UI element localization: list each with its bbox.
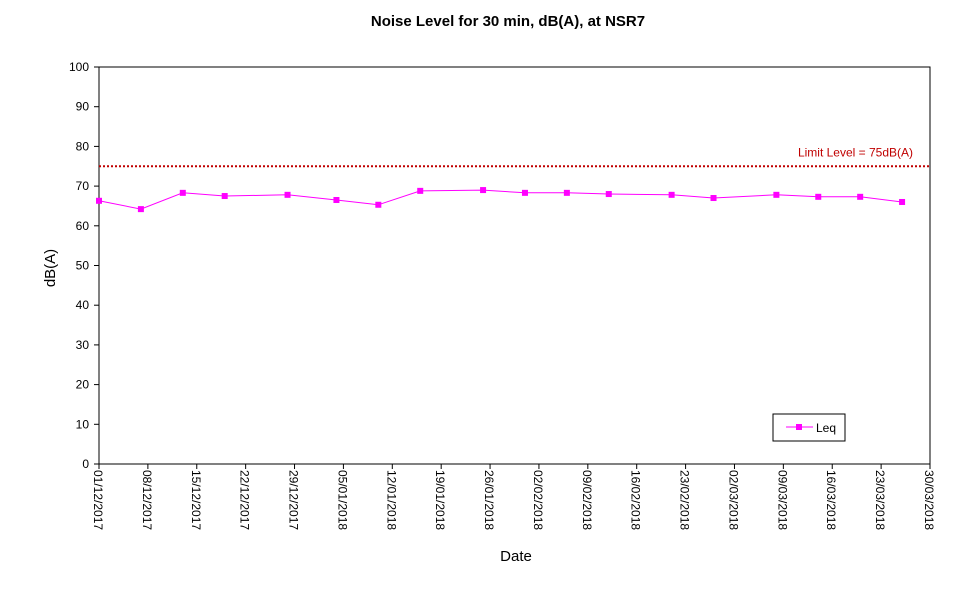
y-axis: 0 10 20 30 40 50 60 70 80 90 100 [69,60,99,471]
x-tick-label: 26/01/2018 [482,470,496,530]
data-point-leq [375,201,382,208]
series-group [96,187,906,213]
data-point-leq [417,187,424,194]
x-tick-label: 30/03/2018 [922,470,936,530]
data-point-leq [137,206,144,213]
x-tick-label: 08/12/2017 [140,470,154,530]
x-tick-label: 12/01/2018 [384,470,398,530]
legend-marker [796,424,802,430]
x-axis: 01/12/2017 08/12/2017 15/12/2017 22/12/2017… [91,464,936,530]
data-point-leq [284,191,291,198]
x-tick-label: 02/03/2018 [726,470,740,530]
data-point-leq [710,195,717,202]
data-point-leq [480,187,487,194]
data-point-leq [333,196,340,203]
x-tick-label: 16/03/2018 [824,470,838,530]
plot-area [98,66,931,465]
data-point-leq [563,189,570,196]
y-tick-label: 50 [76,259,90,273]
y-axis-label: dB(A) [42,249,59,287]
chart-title: Noise Level for 30 min, dB(A), at NSR7 [371,13,645,30]
x-axis-label: Date [500,548,532,565]
y-tick-label: 30 [76,338,90,352]
x-tick-label: 09/02/2018 [580,470,594,530]
data-point-leq [899,198,906,205]
series-line-leq [98,189,903,210]
legend: Leq [772,413,846,442]
x-tick-label: 19/01/2018 [433,470,447,530]
data-point-leq [773,191,780,198]
x-tick-label: 16/02/2018 [629,470,643,530]
x-tick-label: 02/02/2018 [531,470,545,530]
x-tick-label: 22/12/2017 [238,470,252,530]
data-point-leq [96,197,102,204]
x-tick-label: 01/12/2017 [91,470,105,530]
x-tick-label: 15/12/2017 [189,470,203,530]
legend-label: Leq [816,421,836,435]
data-point-leq [179,189,186,196]
x-tick-label: 23/02/2018 [678,470,692,530]
y-tick-label: 10 [76,417,90,431]
y-tick-label: 90 [76,100,90,114]
data-point-leq [605,191,612,198]
y-tick-label: 70 [76,179,90,193]
x-tick-label: 09/03/2018 [775,470,789,530]
x-tick-label: 29/12/2017 [287,470,301,530]
limit-label: Limit Level = 75dB(A) [798,145,913,159]
limit-line-group: Limit Level = 75dB(A) [99,145,930,168]
x-tick-label: 23/03/2018 [873,470,887,530]
x-tick-label: 05/01/2018 [335,470,349,530]
y-tick-label: 60 [76,219,90,233]
y-tick-label: 100 [69,60,89,74]
y-tick-label: 0 [82,457,89,471]
data-point-leq [221,193,228,200]
data-point-leq [857,193,864,200]
y-tick-label: 80 [76,139,90,153]
data-point-leq [815,193,822,200]
y-tick-label: 40 [76,298,90,312]
y-tick-label: 20 [76,378,90,392]
data-point-leq [521,189,528,196]
data-point-leq [668,191,675,198]
